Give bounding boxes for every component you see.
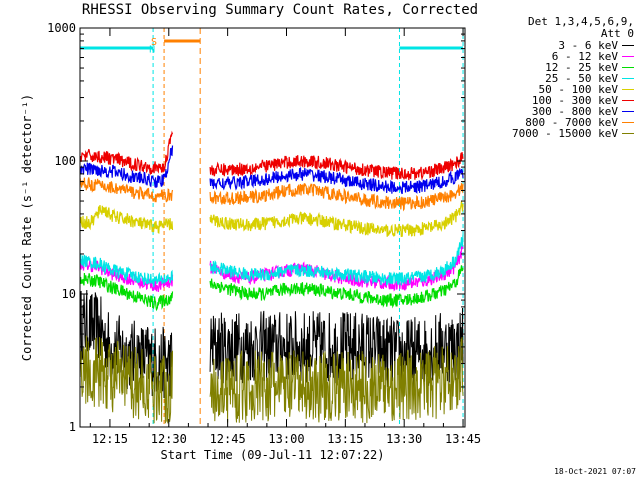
legend-item: 7000 - 15000 keV [474, 128, 634, 139]
series-line [79, 130, 464, 181]
legend-item: 3 - 6 keV [474, 40, 634, 51]
flag-label-s: S [151, 37, 157, 48]
y-tick-label: 10 [62, 287, 76, 301]
series-50-100kev [79, 201, 464, 238]
legend-swatch [622, 56, 634, 57]
legend-item: 50 - 100 keV [474, 84, 634, 95]
x-tick-label: 12:15 [92, 432, 128, 446]
series-300-800kev [79, 145, 464, 195]
legend-header-detectors: Det 1,3,4,5,6,9, [528, 15, 634, 28]
legend-label: 12 - 25 keV [545, 61, 618, 74]
footer-timestamp: 18-Oct-2021 07:07 [554, 467, 636, 476]
y-tick-label: 1 [69, 420, 76, 434]
legend-label: 300 - 800 keV [531, 105, 618, 118]
series-800-7000kev [79, 177, 464, 212]
series-7000-15000kev [79, 335, 464, 424]
series-25-50kev [79, 234, 464, 288]
flag-label-n: N [149, 45, 155, 56]
series-line [79, 234, 464, 288]
series-line [79, 177, 464, 212]
series-100-300kev [79, 130, 464, 181]
x-tick-label: 13:30 [386, 432, 422, 446]
legend-label: 7000 - 15000 keV [512, 127, 618, 140]
series-line [79, 265, 464, 312]
series-line [79, 201, 464, 238]
legend-label: 50 - 100 keV [538, 83, 618, 96]
legend-swatch [622, 45, 634, 46]
legend-item: 6 - 12 keV [474, 51, 634, 62]
x-axis-label: Start Time (09-Jul-11 12:07:22) [161, 448, 385, 462]
legend-swatch [622, 100, 634, 101]
chart-title: RHESSI Observing Summary Count Rates, Co… [81, 2, 479, 18]
x-tick-label: 12:30 [151, 432, 187, 446]
legend-swatch [622, 133, 634, 134]
series-12-25kev [79, 265, 464, 312]
y-axis-label: Corrected Count Rate (s⁻¹ detector⁻¹) [20, 94, 34, 361]
legend-item: 800 - 7000 keV [474, 117, 634, 128]
series-6-12kev [79, 245, 464, 292]
legend-label: 25 - 50 keV [545, 72, 618, 85]
legend-item: 100 - 300 keV [474, 95, 634, 106]
legend-swatch [622, 122, 634, 123]
x-tick-label: 13:15 [327, 432, 363, 446]
legend-item: 25 - 50 keV [474, 73, 634, 84]
legend-label: 3 - 6 keV [558, 39, 618, 52]
y-tick-label: 100 [54, 154, 76, 168]
legend-item: 300 - 800 keV [474, 106, 634, 117]
legend-swatch [622, 111, 634, 112]
legend: 3 - 6 keV 6 - 12 keV 12 - 25 keV 25 - 50 ke… [474, 40, 634, 139]
legend-swatch [622, 67, 634, 68]
series-line [79, 145, 464, 195]
x-tick-label: 13:00 [268, 432, 304, 446]
legend-swatch [622, 78, 634, 79]
x-tick-label: 12:45 [210, 432, 246, 446]
y-tick-label: 1000 [47, 21, 76, 35]
legend-header-attenuator: Att 0 [600, 27, 634, 40]
series-line [79, 245, 464, 292]
series-line [79, 335, 464, 424]
legend-label: 100 - 300 keV [531, 94, 618, 107]
x-tick-label: 13:45 [445, 432, 481, 446]
legend-item: 12 - 25 keV [474, 62, 634, 73]
plot-frame [79, 27, 466, 428]
legend-label: 6 - 12 keV [551, 50, 618, 63]
legend-swatch [622, 89, 634, 90]
legend-label: 800 - 7000 keV [525, 116, 618, 129]
